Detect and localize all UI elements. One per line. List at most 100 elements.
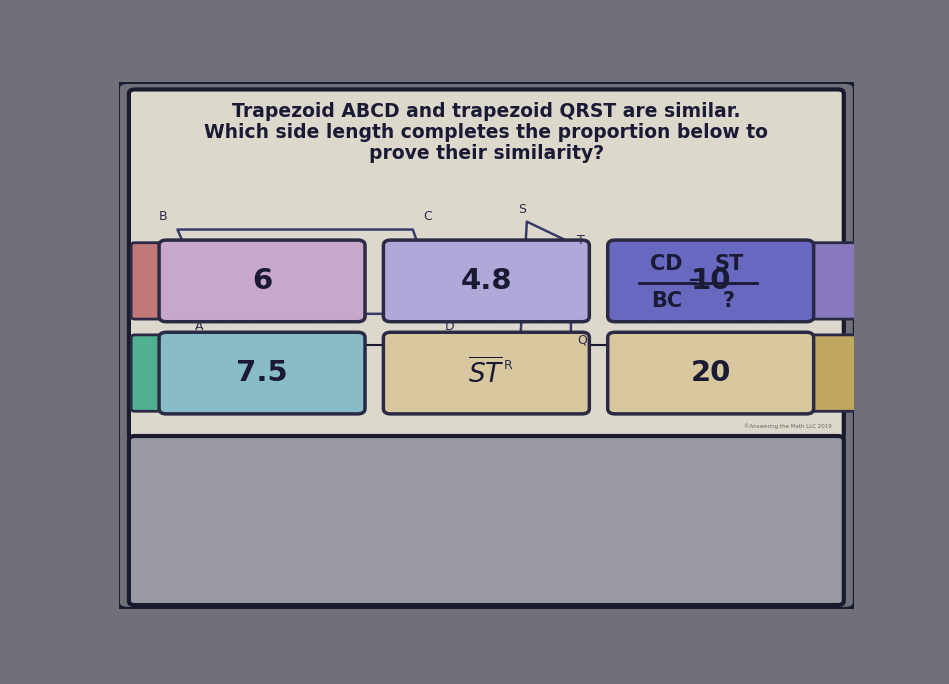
Point	[630, 373, 645, 384]
Point	[214, 192, 230, 202]
Point	[225, 306, 240, 317]
Point	[138, 402, 153, 412]
Point	[225, 318, 240, 329]
Point	[442, 399, 457, 410]
Point	[707, 306, 722, 317]
Point	[516, 276, 531, 287]
Point	[821, 351, 836, 362]
Point	[285, 412, 300, 423]
Point	[414, 389, 429, 399]
Point	[280, 235, 295, 246]
Point	[194, 278, 209, 289]
Point	[314, 402, 329, 413]
Point	[700, 393, 716, 404]
Point	[460, 148, 475, 159]
Point	[750, 285, 765, 296]
Point	[560, 311, 575, 321]
Point	[354, 228, 369, 239]
Point	[520, 289, 535, 300]
Point	[158, 397, 173, 408]
Point	[288, 312, 304, 323]
Point	[651, 393, 666, 404]
Point	[766, 140, 781, 151]
Point	[536, 230, 551, 241]
Point	[404, 384, 419, 395]
Point	[817, 127, 832, 137]
Point	[579, 395, 594, 406]
Point	[775, 194, 791, 205]
Point	[366, 394, 381, 405]
Point	[452, 176, 467, 187]
Point	[644, 139, 660, 150]
Point	[409, 380, 424, 391]
Text: ?: ?	[723, 291, 735, 311]
Point	[670, 413, 685, 424]
Point	[761, 296, 776, 307]
Point	[163, 228, 178, 239]
Point	[151, 376, 166, 387]
Point	[662, 164, 678, 175]
Point	[721, 353, 736, 364]
Point	[305, 226, 320, 237]
Point	[366, 170, 381, 181]
Point	[216, 195, 232, 206]
Point	[463, 240, 478, 251]
Point	[696, 385, 711, 396]
Point	[474, 362, 490, 373]
Point	[559, 220, 574, 231]
Point	[168, 94, 183, 105]
Point	[475, 210, 491, 221]
Point	[155, 319, 170, 330]
Point	[202, 179, 217, 190]
Point	[478, 405, 493, 416]
Point	[724, 337, 739, 347]
Point	[378, 415, 393, 425]
Point	[229, 207, 244, 218]
Point	[633, 353, 648, 364]
Point	[526, 147, 541, 158]
Point	[540, 98, 555, 109]
Point	[337, 210, 352, 221]
Point	[131, 334, 146, 345]
Point	[568, 105, 584, 116]
Point	[760, 172, 775, 183]
Point	[139, 302, 154, 313]
Point	[477, 341, 493, 352]
Point	[329, 248, 344, 259]
Point	[292, 157, 307, 168]
Point	[821, 127, 836, 138]
Point	[191, 425, 206, 436]
Point	[740, 111, 755, 122]
Point	[756, 330, 772, 341]
Point	[443, 389, 458, 400]
Point	[281, 266, 296, 277]
Point	[548, 397, 563, 408]
Point	[760, 404, 775, 415]
Point	[780, 308, 795, 319]
Point	[464, 197, 479, 208]
Point	[712, 213, 727, 224]
Point	[612, 335, 627, 346]
Point	[511, 317, 526, 328]
Point	[282, 189, 297, 200]
Point	[133, 309, 148, 320]
Point	[660, 196, 675, 207]
Point	[741, 371, 756, 382]
Point	[328, 206, 344, 217]
Point	[373, 399, 388, 410]
Point	[453, 411, 468, 422]
Point	[133, 150, 148, 161]
Point	[281, 352, 296, 363]
Point	[558, 345, 573, 356]
Point	[452, 257, 467, 268]
Point	[400, 272, 415, 282]
Point	[612, 252, 627, 263]
Point	[707, 343, 722, 354]
Point	[780, 384, 795, 395]
Point	[320, 209, 335, 220]
Point	[823, 321, 838, 332]
Point	[264, 280, 279, 291]
Point	[452, 371, 467, 382]
Point	[799, 330, 814, 341]
Point	[622, 300, 637, 311]
